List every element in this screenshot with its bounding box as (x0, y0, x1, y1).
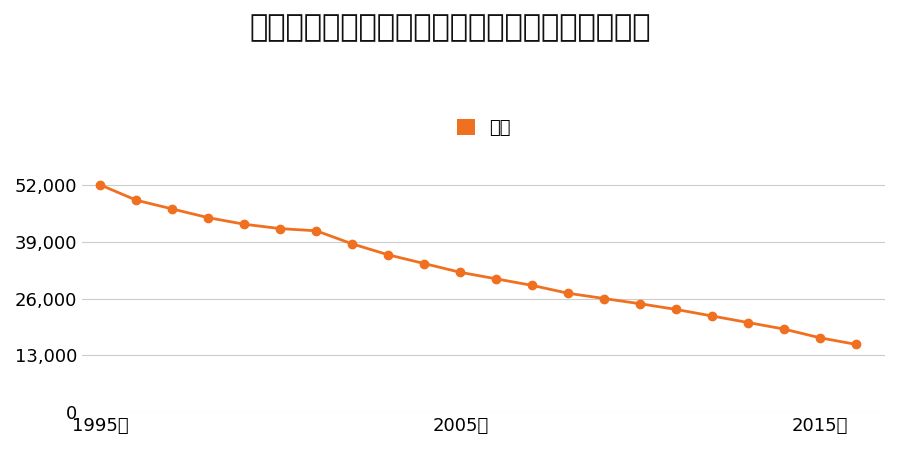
Legend: 価格: 価格 (449, 112, 518, 145)
Text: 北海道上川郡清水町本通３丁目１２番の地価推移: 北海道上川郡清水町本通３丁目１２番の地価推移 (249, 14, 651, 42)
